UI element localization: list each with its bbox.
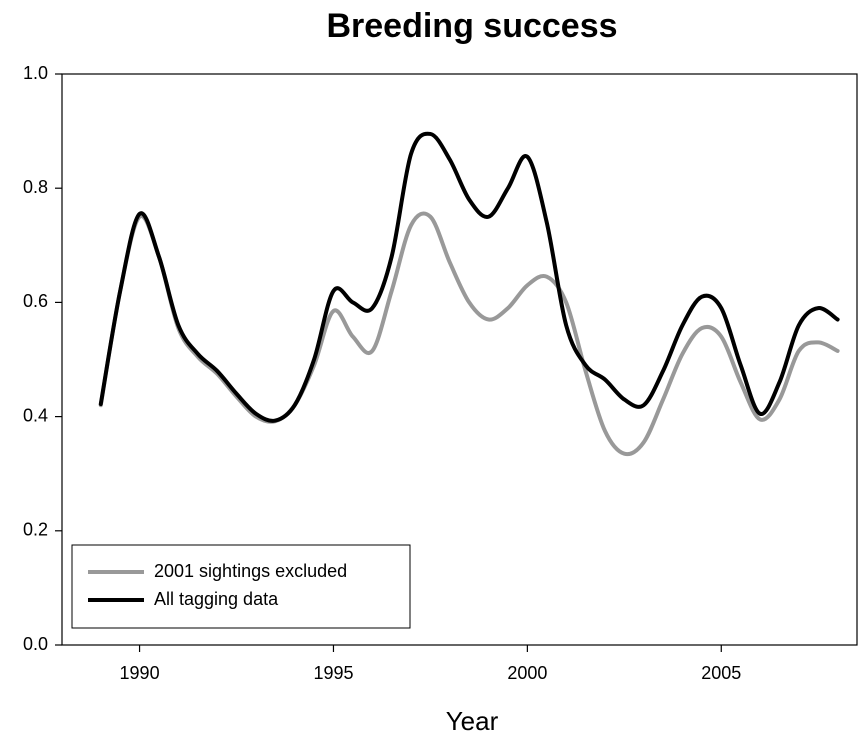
x-tick-label: 2005 — [701, 663, 741, 683]
legend-box — [71, 544, 411, 629]
plot-frame — [61, 73, 858, 646]
legend-label: 2001 sightings excluded — [154, 561, 347, 581]
y-tick-label: 0.4 — [23, 405, 48, 425]
series-line — [98, 211, 840, 457]
legend-label: All tagging data — [154, 589, 279, 609]
y-tick-label: 0.2 — [23, 520, 48, 540]
y-tick-label: 1.0 — [23, 63, 48, 83]
series-line — [98, 131, 840, 423]
x-tick-label: 1995 — [313, 663, 353, 683]
chart-title: Breeding success — [326, 7, 617, 45]
y-tick-label: 0.8 — [23, 177, 48, 197]
y-tick-label: 0.6 — [23, 291, 48, 311]
y-tick-label: 0.0 — [23, 634, 48, 654]
legend: 2001 sightings excluded All tagging data — [71, 544, 411, 629]
x-axis-label: Year — [446, 706, 499, 736]
x-tick-label: 2000 — [507, 663, 547, 683]
x-tick-label: 1990 — [120, 663, 160, 683]
